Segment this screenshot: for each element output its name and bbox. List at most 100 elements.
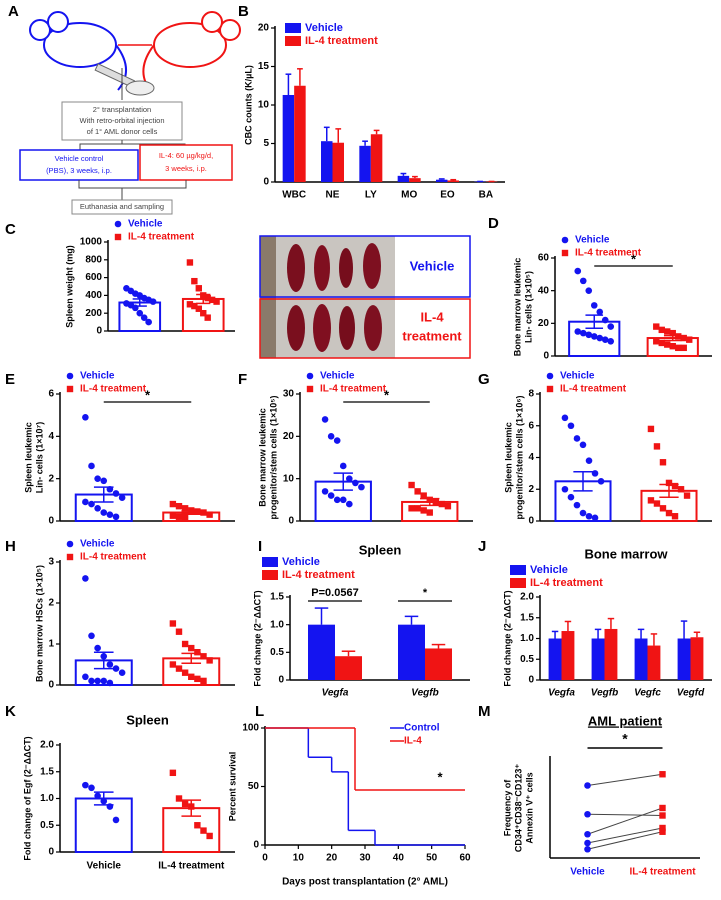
legend-label: Vehicle	[80, 371, 115, 382]
legend-label: Vehicle	[575, 235, 610, 246]
data-point	[683, 492, 691, 499]
data-point	[585, 287, 593, 294]
legend-label: Control	[404, 723, 440, 734]
data-point	[82, 498, 89, 506]
data-point	[106, 511, 114, 518]
y-tick-label: 200	[85, 308, 102, 319]
annotation: *	[384, 387, 390, 402]
y-tick-label: 0.5	[40, 820, 54, 831]
pair-line	[587, 813, 663, 816]
data-point	[585, 457, 593, 464]
data-point	[106, 803, 114, 810]
legend-label: IL-4 treatment	[80, 384, 147, 395]
data-point	[175, 665, 183, 672]
data-point	[204, 294, 211, 302]
y-tick-label: 1.5	[270, 592, 284, 603]
legend-label: Vehicle	[128, 219, 163, 230]
data-point	[206, 657, 213, 664]
data-point	[567, 422, 575, 430]
y-tick-label: 600	[85, 272, 102, 283]
legend-marker	[66, 385, 74, 393]
data-point	[195, 305, 203, 312]
data-point	[82, 413, 89, 421]
data-point	[408, 505, 415, 512]
panel-label: J	[478, 538, 486, 555]
data-point	[579, 509, 587, 517]
data-point	[88, 500, 95, 508]
data-point	[420, 507, 427, 514]
y-tick-label: 3	[48, 557, 54, 568]
data-point	[579, 277, 587, 285]
bar	[74, 797, 133, 853]
data-point	[94, 677, 101, 685]
data-point	[358, 483, 365, 491]
data-point	[169, 661, 177, 668]
data-point	[567, 493, 575, 501]
data-point	[181, 800, 189, 808]
data-point	[327, 433, 335, 440]
data-point	[112, 665, 120, 672]
y-tick-label: 0	[48, 516, 54, 527]
panel-label: H	[5, 538, 16, 555]
legend-marker	[66, 540, 74, 548]
data-point	[647, 497, 655, 504]
bar	[634, 638, 648, 680]
bar	[436, 179, 448, 182]
data-point	[204, 314, 211, 321]
diagram-text: 2° transplantation	[93, 105, 151, 114]
spleen	[313, 304, 331, 352]
data-point	[669, 343, 676, 350]
mouse-ear	[201, 11, 223, 33]
y-tick-label: 10	[258, 100, 270, 111]
data-point	[206, 832, 213, 840]
x-tick-label: 10	[293, 853, 305, 864]
photo-frame	[259, 298, 471, 359]
data-point	[659, 459, 667, 466]
legend-marker	[306, 372, 314, 380]
diagram: A 2° transplantation With retro-orbital …	[8, 3, 241, 215]
data-point	[88, 677, 95, 685]
x-tick-label: Vegfc	[634, 688, 661, 699]
panel-label: M	[478, 703, 491, 720]
y-tick-label: 0	[278, 675, 284, 686]
annotation: *	[631, 251, 637, 266]
data-point	[118, 494, 126, 502]
spleen	[287, 244, 305, 292]
legend-label: Vehicle	[282, 556, 320, 568]
data-point	[579, 441, 587, 449]
legend-label: Vehicle	[560, 371, 595, 382]
x-tick-label: EO	[440, 190, 455, 201]
x-tick-label: Vehicle	[87, 861, 122, 872]
y-tick-label: 15	[258, 61, 270, 72]
data-point	[573, 435, 581, 442]
bar	[425, 648, 452, 680]
data-point	[200, 509, 207, 516]
data-point	[574, 267, 582, 275]
data-point	[584, 839, 591, 847]
spleen	[339, 248, 353, 288]
data-point	[686, 336, 693, 343]
data-point	[208, 296, 216, 304]
y-tick-label: 0	[543, 351, 549, 362]
arrow	[78, 180, 187, 200]
x-tick-label: Vegfa	[322, 688, 349, 699]
y-tick-label: 20	[258, 23, 270, 34]
data-point	[82, 781, 89, 789]
data-point	[100, 509, 108, 516]
panel-label: D	[488, 215, 499, 232]
bar	[647, 645, 661, 680]
mouse-ear	[219, 19, 241, 41]
y-tick-label: 0	[253, 840, 259, 851]
bar	[561, 631, 575, 680]
data-point	[680, 334, 687, 342]
data-point	[175, 628, 183, 635]
data-point	[677, 486, 685, 493]
photo-frame	[259, 235, 471, 298]
y-axis-label: Spleen weight (mg)	[64, 245, 74, 328]
legend-label: Vehicle	[530, 564, 568, 576]
chart-title: Spleen	[126, 712, 169, 727]
data-point	[573, 501, 581, 509]
data-point	[671, 482, 679, 490]
data-point	[200, 677, 207, 685]
